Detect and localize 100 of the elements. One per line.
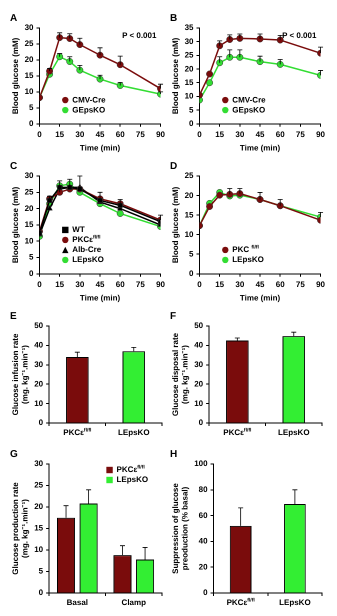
chart-title: C (10, 160, 18, 172)
legend-label: WT (72, 225, 85, 234)
y-tick-label: 100 (194, 459, 208, 468)
y-tick-label: 25 (184, 171, 194, 180)
x-tick-label: 15 (215, 130, 225, 139)
x-tick-label: 90 (156, 280, 166, 289)
x-tick-label: 15 (215, 280, 225, 289)
y-tick-label: 0 (198, 418, 204, 428)
y-axis-title: Blood glucose (mM) (11, 186, 20, 264)
annotation: P < 0.001 (122, 31, 157, 40)
chart-title: A (10, 12, 18, 24)
y-tick-label: 15 (184, 210, 194, 220)
legend-label: LEpsKO (232, 255, 264, 264)
y-tick-label: 15 (34, 524, 44, 533)
y-tick-label: 25 (24, 39, 34, 48)
annotation: P < 0.001 (282, 31, 317, 40)
y-tick-label: 20 (198, 562, 208, 572)
legend-label: GEpsKO (232, 105, 266, 114)
legend-label: Alb-Cre (72, 245, 102, 254)
y-tick-label: 5 (38, 566, 44, 576)
y-tick-label: 20 (24, 204, 34, 213)
y-tick-label: 30 (34, 459, 44, 468)
y-tick-label: 0 (203, 588, 208, 598)
y-tick-label: 10 (24, 87, 34, 96)
y-tick-label: 10 (194, 398, 204, 408)
y-tick-label: 80 (198, 485, 208, 494)
y-tick-label: 25 (184, 50, 194, 60)
chart-title: D (170, 160, 178, 172)
y-axis-title: Glucose infusion rate (mg. kg⁻¹.min⁻¹) (11, 333, 30, 416)
x-tick-label: 45 (96, 130, 106, 139)
y-tick-label: 10 (184, 92, 194, 101)
x-tick-label: 90 (316, 130, 326, 139)
y-tick-label: 0 (189, 119, 194, 128)
y-axis-title: Suppression of glucose preoduction (% basal) (171, 482, 190, 574)
y-tick-label: 15 (24, 220, 34, 230)
x-tick-label: 60 (116, 280, 126, 289)
x-tick-label: Basal (66, 598, 88, 608)
x-tick-label: 60 (276, 130, 286, 139)
x-tick-label: 45 (256, 130, 266, 139)
chart-title: B (170, 12, 178, 24)
x-tick-label: 30 (75, 280, 85, 289)
y-tick-label: 25 (34, 480, 44, 490)
x-tick-label: 15 (55, 130, 65, 139)
y-tick-label: 40 (34, 340, 44, 350)
x-tick-label: LEpsKO (279, 598, 311, 608)
chart-title: H (170, 448, 178, 460)
y-tick-label: 0 (29, 269, 34, 278)
x-tick-label: Clamp (122, 598, 146, 608)
y-axis-title: Blood glucose (mM) (171, 37, 180, 114)
x-axis-title: Time (min) (80, 293, 121, 302)
y-tick-label: 20 (24, 55, 34, 64)
y-tick-label: 30 (24, 23, 34, 32)
x-tick-label: 45 (96, 280, 106, 289)
y-tick-label: 50 (34, 321, 44, 330)
y-axis-title: Blood glucose (mM) (171, 186, 180, 264)
x-tick-label: 90 (316, 280, 326, 289)
y-axis-title: Blood glucose (mM) (11, 37, 20, 114)
y-tick-label: 10 (24, 236, 34, 246)
y-axis-title: Glucose production rate (mg. kg⁻¹.min⁻¹) (11, 482, 30, 575)
legend-label: GEpsKO (72, 105, 106, 114)
y-tick-label: 0 (38, 588, 44, 598)
y-tick-label: 0 (189, 269, 194, 278)
y-tick-label: 50 (194, 321, 204, 330)
y-tick-label: 15 (24, 71, 34, 80)
x-tick-label: 30 (75, 130, 85, 139)
chart-title: G (10, 448, 18, 460)
y-tick-label: 30 (24, 171, 34, 180)
y-tick-label: 35 (184, 23, 194, 32)
legend-label: CMV-Cre (72, 95, 106, 104)
y-tick-label: 5 (29, 252, 34, 262)
x-tick-label: 75 (296, 130, 306, 139)
x-axis-title: Time (min) (80, 143, 121, 152)
chart-title: E (10, 310, 17, 322)
x-tick-label: 90 (156, 130, 166, 139)
y-tick-label: 20 (184, 64, 194, 74)
y-tick-label: 5 (29, 103, 34, 112)
legend-label: LEpsKO (116, 475, 148, 484)
x-tick-label: 15 (55, 280, 65, 289)
x-tick-label: 30 (235, 130, 245, 139)
y-tick-label: 20 (194, 379, 204, 388)
x-tick-label: 60 (116, 130, 126, 139)
y-tick-label: 20 (34, 379, 44, 388)
y-tick-label: 10 (34, 398, 44, 408)
y-tick-label: 40 (194, 340, 204, 350)
x-tick-label: 60 (276, 280, 286, 289)
y-tick-label: 0 (29, 119, 34, 128)
y-tick-label: 40 (198, 536, 208, 546)
x-tick-label: LEpsKO (118, 428, 150, 438)
x-tick-label: 75 (296, 280, 306, 289)
y-tick-label: 60 (198, 510, 208, 520)
y-axis-title: Glucose disposal rate (mg. kg⁻¹.min⁻¹) (171, 332, 190, 416)
x-axis-title: Time (min) (240, 143, 281, 152)
x-tick-label: LEpsKO (278, 428, 310, 438)
chart-title: F (170, 310, 176, 322)
y-tick-label: 0 (38, 418, 44, 428)
y-tick-label: 15 (184, 78, 194, 87)
y-tick-label: 10 (184, 230, 194, 239)
y-tick-label: 30 (194, 360, 204, 370)
legend-label: LEpsKO (72, 255, 104, 264)
y-tick-label: 30 (184, 36, 194, 46)
